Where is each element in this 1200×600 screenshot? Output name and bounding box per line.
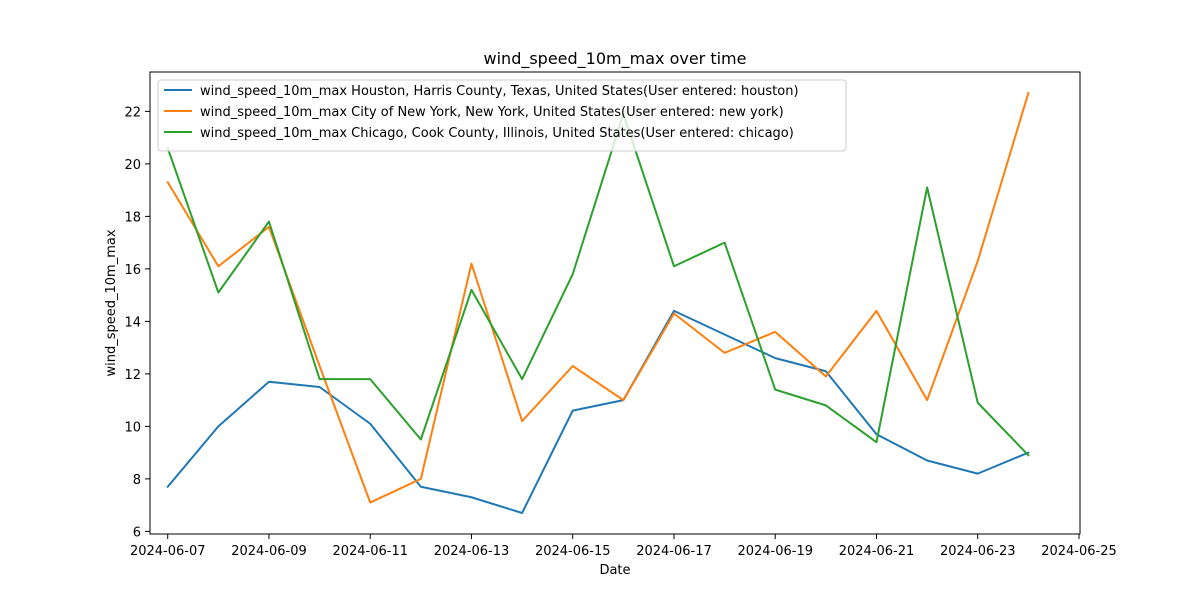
plot-frame [149, 71, 1081, 535]
y-tick-label: 8 [133, 473, 141, 488]
x-tick-label: 2024-06-21 [839, 544, 915, 559]
y-tick-label: 16 [124, 263, 141, 278]
x-tick-label: 2024-06-13 [434, 544, 510, 559]
legend-box [157, 79, 847, 152]
y-axis-title: wind_speed_10m_max [104, 229, 119, 376]
x-axis-title: Date [599, 563, 630, 578]
legend-label-2: wind_speed_10m_max City of New York, New… [200, 105, 784, 120]
y-tick-label: 10 [124, 420, 141, 435]
y-tick-label: 20 [124, 158, 141, 173]
y-tick-label: 18 [124, 210, 141, 225]
x-tick-label: 2024-06-15 [535, 544, 611, 559]
y-tick-label: 12 [124, 368, 141, 383]
legend: wind_speed_10m_max Houston, Harris Count… [157, 79, 847, 152]
legend-label-3: wind_speed_10m_max Chicago, Cook County,… [200, 126, 794, 141]
series-line-2 [166, 91, 1030, 504]
y-tick-label: 22 [124, 105, 141, 120]
x-tick-label: 2024-06-07 [130, 544, 206, 559]
chart-title: wind_speed_10m_max over time [484, 49, 747, 69]
x-tick-label: 2024-06-09 [231, 544, 307, 559]
series-line-1 [166, 309, 1030, 514]
x-tick-label: 2024-06-23 [940, 544, 1016, 559]
series-line-3 [166, 113, 1030, 457]
x-tick-label: 2024-06-19 [737, 544, 813, 559]
y-tick-label: 6 [133, 525, 141, 540]
x-tick-label: 2024-06-25 [1041, 544, 1117, 559]
x-tick-label: 2024-06-17 [636, 544, 712, 559]
y-tick-label: 14 [124, 315, 141, 330]
x-tick-label: 2024-06-11 [332, 544, 408, 559]
legend-label-1: wind_speed_10m_max Houston, Harris Count… [200, 84, 799, 99]
